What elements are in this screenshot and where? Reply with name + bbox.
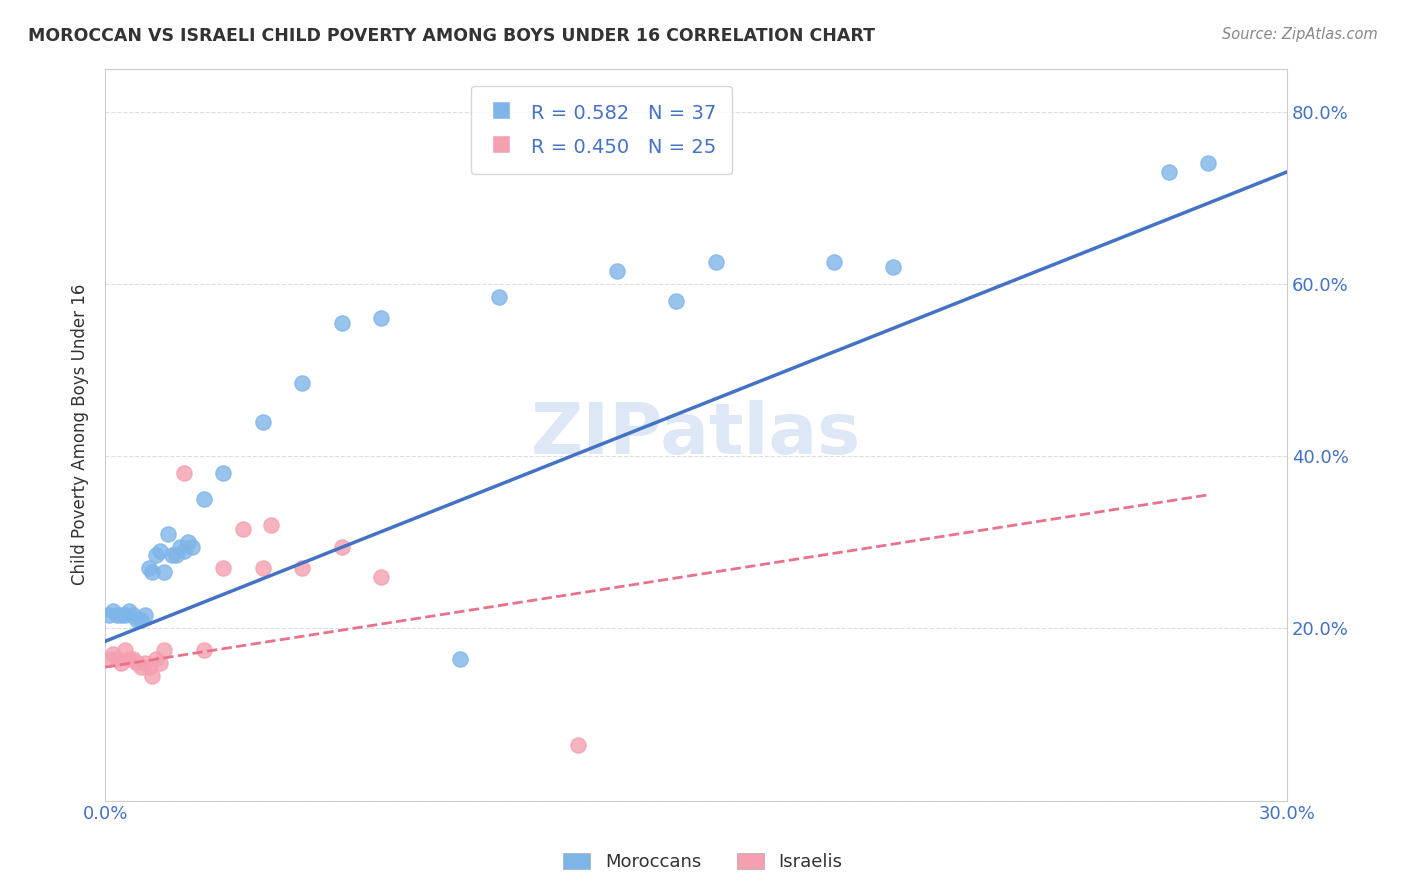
Point [134,608,156,623]
Point [98,608,121,623]
Point [160,548,183,562]
Point [212,467,235,481]
Point [134,656,156,670]
Point [370,311,392,326]
Point [488,290,510,304]
Point [330,540,353,554]
Point [105,651,128,665]
Point [129,660,152,674]
Point [157,526,180,541]
Point [212,561,235,575]
Text: Source: ZipAtlas.com: Source: ZipAtlas.com [1222,27,1378,42]
Point [101,647,124,661]
Point [193,643,215,657]
Point [882,260,904,274]
Point [121,651,143,665]
Text: MOROCCAN VS ISRAELI CHILD POVERTY AMONG BOYS UNDER 16 CORRELATION CHART: MOROCCAN VS ISRAELI CHILD POVERTY AMONG … [28,27,875,45]
Point [165,548,187,562]
Point [125,656,148,670]
Point [252,561,274,575]
Point [138,660,160,674]
Point [114,643,136,657]
Legend: Moroccans, Israelis: Moroccans, Israelis [555,846,851,879]
Point [1197,156,1219,170]
Point [173,467,195,481]
Point [141,669,163,683]
Point [110,656,132,670]
Point [193,492,215,507]
Point [449,651,471,665]
Point [180,540,202,554]
Point [330,316,353,330]
Point [173,544,195,558]
Point [110,608,132,623]
Point [118,651,141,665]
Point [98,651,121,665]
Point [1157,165,1180,179]
Point [125,613,148,627]
Point [232,522,254,536]
Point [121,608,143,623]
Point [149,544,172,558]
Point [141,566,163,580]
Point [138,561,160,575]
Legend: R = 0.582   N = 37, R = 0.450   N = 25: R = 0.582 N = 37, R = 0.450 N = 25 [471,86,733,174]
Point [105,608,128,623]
Point [704,255,727,269]
Point [291,561,314,575]
Point [823,255,845,269]
Point [145,651,167,665]
Text: ZIPatlas: ZIPatlas [531,401,862,469]
Point [153,566,176,580]
Point [149,656,172,670]
Point [567,738,589,752]
Point [153,643,176,657]
Point [606,264,628,278]
Y-axis label: Child Poverty Among Boys Under 16: Child Poverty Among Boys Under 16 [72,284,89,585]
Point [370,570,392,584]
Point [169,540,191,554]
Point [260,518,283,533]
Point [114,608,136,623]
Point [118,604,141,618]
Point [101,604,124,618]
Point [129,613,152,627]
Point [145,548,167,562]
Point [177,535,200,549]
Point [291,376,314,390]
Point [665,294,688,309]
Point [252,415,274,429]
